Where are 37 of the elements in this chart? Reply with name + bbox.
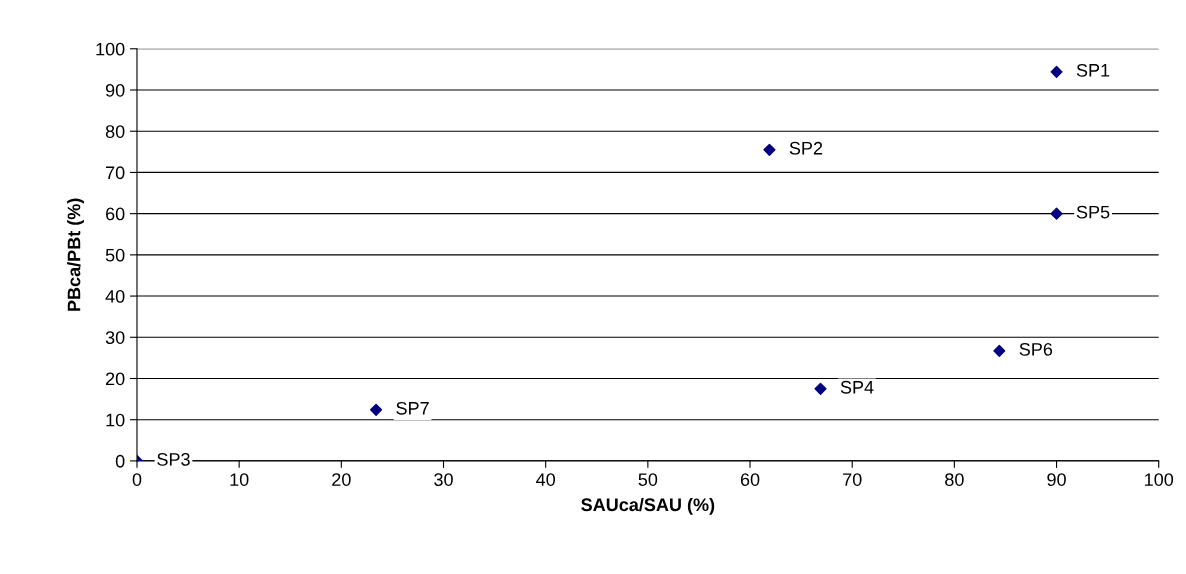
annotation: SP7	[396, 401, 429, 415]
y-tick-label: 40	[105, 290, 125, 303]
annotation: SP1	[1076, 63, 1110, 77]
y-tick-label: 20	[106, 372, 125, 386]
point	[814, 382, 827, 395]
y-tick-label: 30	[105, 331, 125, 344]
x-tick-label: 50	[638, 473, 658, 486]
x-tick-label: 60	[740, 473, 760, 486]
point	[1050, 65, 1063, 78]
y-tick-label: 90	[105, 83, 125, 97]
x-axis-title: SAUca/SAU (%)	[581, 497, 715, 515]
annotation: SP5	[1076, 205, 1110, 219]
y-tick-label: 50	[105, 248, 125, 262]
x-tick-label: 20	[332, 473, 351, 486]
x-tick-label: 100	[1145, 473, 1174, 486]
y-tick-label: 80	[105, 125, 125, 138]
annotation: SP2	[789, 141, 823, 155]
point	[763, 143, 776, 156]
annotation: SP4	[840, 380, 874, 394]
y-tick-label: 70	[106, 166, 125, 180]
x-tick-label: 90	[1047, 473, 1066, 486]
point	[1050, 207, 1063, 220]
x-tick-label: 40	[536, 473, 556, 486]
x-tick-label: 70	[843, 473, 862, 486]
y-axis-title: PBca/PBt (%)	[67, 198, 84, 311]
point	[993, 344, 1006, 357]
annotation: SP3	[157, 452, 190, 466]
point	[369, 403, 383, 416]
x-tick-label: 80	[945, 473, 964, 486]
y-tick-label: 10	[106, 413, 125, 427]
annotation: SP6	[1019, 342, 1053, 356]
x-tick-label: 10	[230, 473, 249, 486]
x-tick-label: 30	[434, 473, 453, 486]
y-tick-label: 100	[96, 42, 125, 56]
y-tick-label: 0	[115, 454, 125, 468]
x-tick-label: 0	[132, 473, 142, 486]
y-tick-label: 60	[106, 207, 125, 221]
